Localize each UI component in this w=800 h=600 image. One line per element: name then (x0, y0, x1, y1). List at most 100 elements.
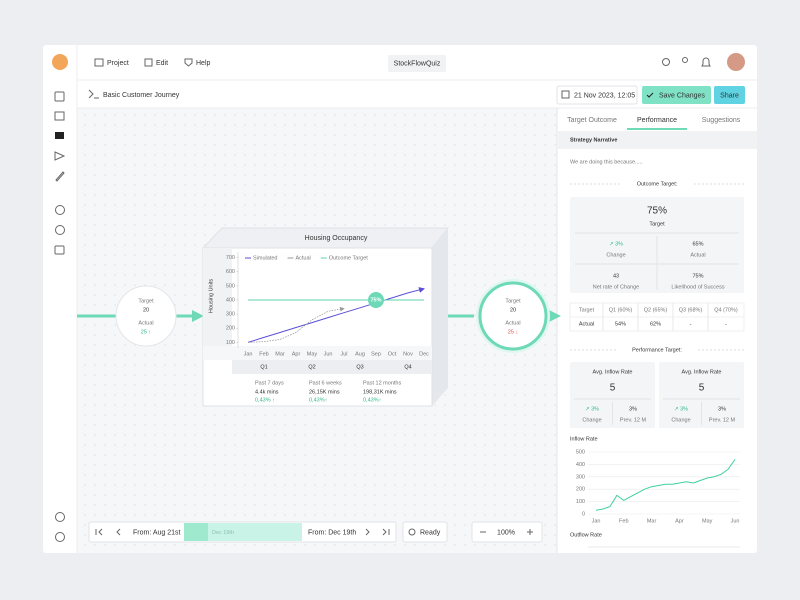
menu-help[interactable]: Help (196, 60, 211, 67)
tab[interactable]: Performance (637, 117, 677, 124)
y-tick-label: 100 (226, 340, 235, 346)
housing-card[interactable]: Housing Occupancy Housing Units (201, 227, 450, 407)
node-actual-label: Actual (138, 320, 153, 326)
btn-last[interactable] (382, 528, 390, 536)
icon-case[interactable] (54, 245, 65, 255)
x-tick-label: Apr (675, 518, 684, 524)
stat-value: 43 (613, 273, 619, 279)
icon-home[interactable] (54, 91, 65, 102)
stat-change: 0,43%↑ (363, 397, 382, 403)
stat-label: Past 12 months (363, 380, 401, 386)
timeline-range[interactable] (184, 523, 302, 541)
stat-value: ↗ 3% (585, 406, 599, 412)
performance-card (570, 362, 655, 428)
table-cell: Q1 (60%) (609, 307, 633, 313)
series-line (247, 287, 425, 343)
menu-project[interactable]: Project (107, 60, 129, 67)
icon-edit (144, 58, 153, 67)
tab[interactable]: Target Outcome (567, 117, 617, 124)
btn-next[interactable] (365, 528, 370, 536)
x-tick-label: Sep (371, 351, 381, 357)
status-box[interactable] (402, 521, 448, 543)
performance-card (659, 362, 744, 428)
icon-flow[interactable] (54, 151, 66, 161)
table-cell: 62% (650, 321, 661, 327)
project-name[interactable]: StockFlowQuiz (394, 60, 441, 67)
x-tick-label: Oct (388, 351, 397, 357)
timestamp: 21 Nov 2023, 12:05 (574, 92, 635, 99)
stat-change: 0,43% ↑ (255, 397, 275, 403)
quarter-table: Target Q1 (60%) Q2 (65%) Q3 (68%) Q4 (70%) Ac… (569, 302, 745, 332)
narrative-text[interactable]: We are doing this because..... (570, 159, 643, 165)
y-tick-label: 300 (576, 474, 585, 480)
node-target: 20 (143, 307, 149, 313)
icon-add-user[interactable] (682, 57, 688, 63)
status: Ready (420, 529, 441, 536)
outcome-heading: Outcome Target: (637, 181, 678, 187)
card-value: 5 (699, 383, 705, 394)
card-title: Avg. Inflow Rate (593, 369, 633, 375)
table-cell: - (725, 321, 727, 327)
stat-value: 3% (718, 406, 726, 412)
quarter-label: Q2 (308, 364, 315, 370)
icon-folder[interactable] (55, 132, 64, 139)
logo[interactable] (52, 54, 68, 70)
stat-label: Likelihood of Success (671, 284, 724, 290)
stat-label: Net rate of Change (593, 284, 639, 290)
y-tick-label: 400 (576, 462, 585, 468)
divider-gap (617, 345, 697, 355)
from-end: From: Dec 19th (308, 529, 356, 536)
node-target-label: Target (138, 298, 154, 304)
icon-rocket[interactable] (55, 171, 65, 182)
x-tick-label: Jan (244, 351, 253, 357)
sidebar-icons (54, 91, 66, 542)
table-cell: Q2 (65%) (644, 307, 668, 313)
x-tick-label: Jun (731, 518, 740, 524)
x-tick-label: Aug (355, 351, 365, 357)
flow-name: Basic Customer Journey (103, 92, 180, 99)
stat-change: 0,43%↑ (309, 397, 328, 403)
avatar[interactable] (727, 53, 745, 71)
node-target: 20 (510, 307, 516, 313)
icon-flow-name (88, 89, 99, 99)
node-right[interactable] (478, 281, 548, 351)
menu-edit[interactable]: Edit (156, 60, 168, 67)
tab[interactable]: Suggestions (702, 117, 741, 124)
btn-prev[interactable] (116, 528, 121, 536)
icon-bell[interactable] (701, 57, 711, 67)
legend-label: Actual (295, 255, 310, 261)
icon-list[interactable] (54, 111, 65, 121)
x-tick-label: Jul (340, 351, 347, 357)
icon-search[interactable] (662, 58, 670, 66)
share-button[interactable] (714, 86, 745, 104)
icon-help (184, 58, 193, 67)
project-name-box (388, 55, 446, 72)
housing-chart: 100 200 300 400 500 600 700 Jan Feb Mar Apr May Jun J… (226, 252, 429, 403)
outcome-value: 75% (647, 206, 667, 217)
node-left[interactable] (115, 285, 177, 347)
card-value: 5 (610, 383, 616, 394)
icon-settings[interactable] (55, 532, 65, 542)
x-tick-label: Jan (592, 518, 601, 524)
y-tick-label: 500 (226, 283, 235, 289)
btn-first[interactable] (95, 528, 103, 536)
y-tick-label: 600 (226, 269, 235, 275)
quarter-label: Q3 (356, 364, 363, 370)
y-tick-label: 200 (226, 326, 235, 332)
stat-value: 198,31K mins (363, 389, 397, 395)
save-label: Save Changes (659, 92, 705, 99)
icon-globe[interactable] (55, 225, 65, 235)
y-tick-label: 200 (576, 487, 585, 493)
icon-user[interactable] (55, 205, 65, 215)
btn-zoom-in[interactable] (527, 529, 533, 535)
y-tick-label: 100 (576, 499, 585, 505)
date-box[interactable] (556, 85, 638, 105)
x-tick-label: Nov (403, 351, 413, 357)
save-button[interactable] (642, 86, 711, 104)
icon-support[interactable] (55, 512, 65, 522)
stat-value: 3% (629, 406, 637, 412)
share-label: Share (720, 92, 739, 99)
y-tick-label: 300 (226, 312, 235, 318)
x-tick-label: May (702, 518, 713, 524)
